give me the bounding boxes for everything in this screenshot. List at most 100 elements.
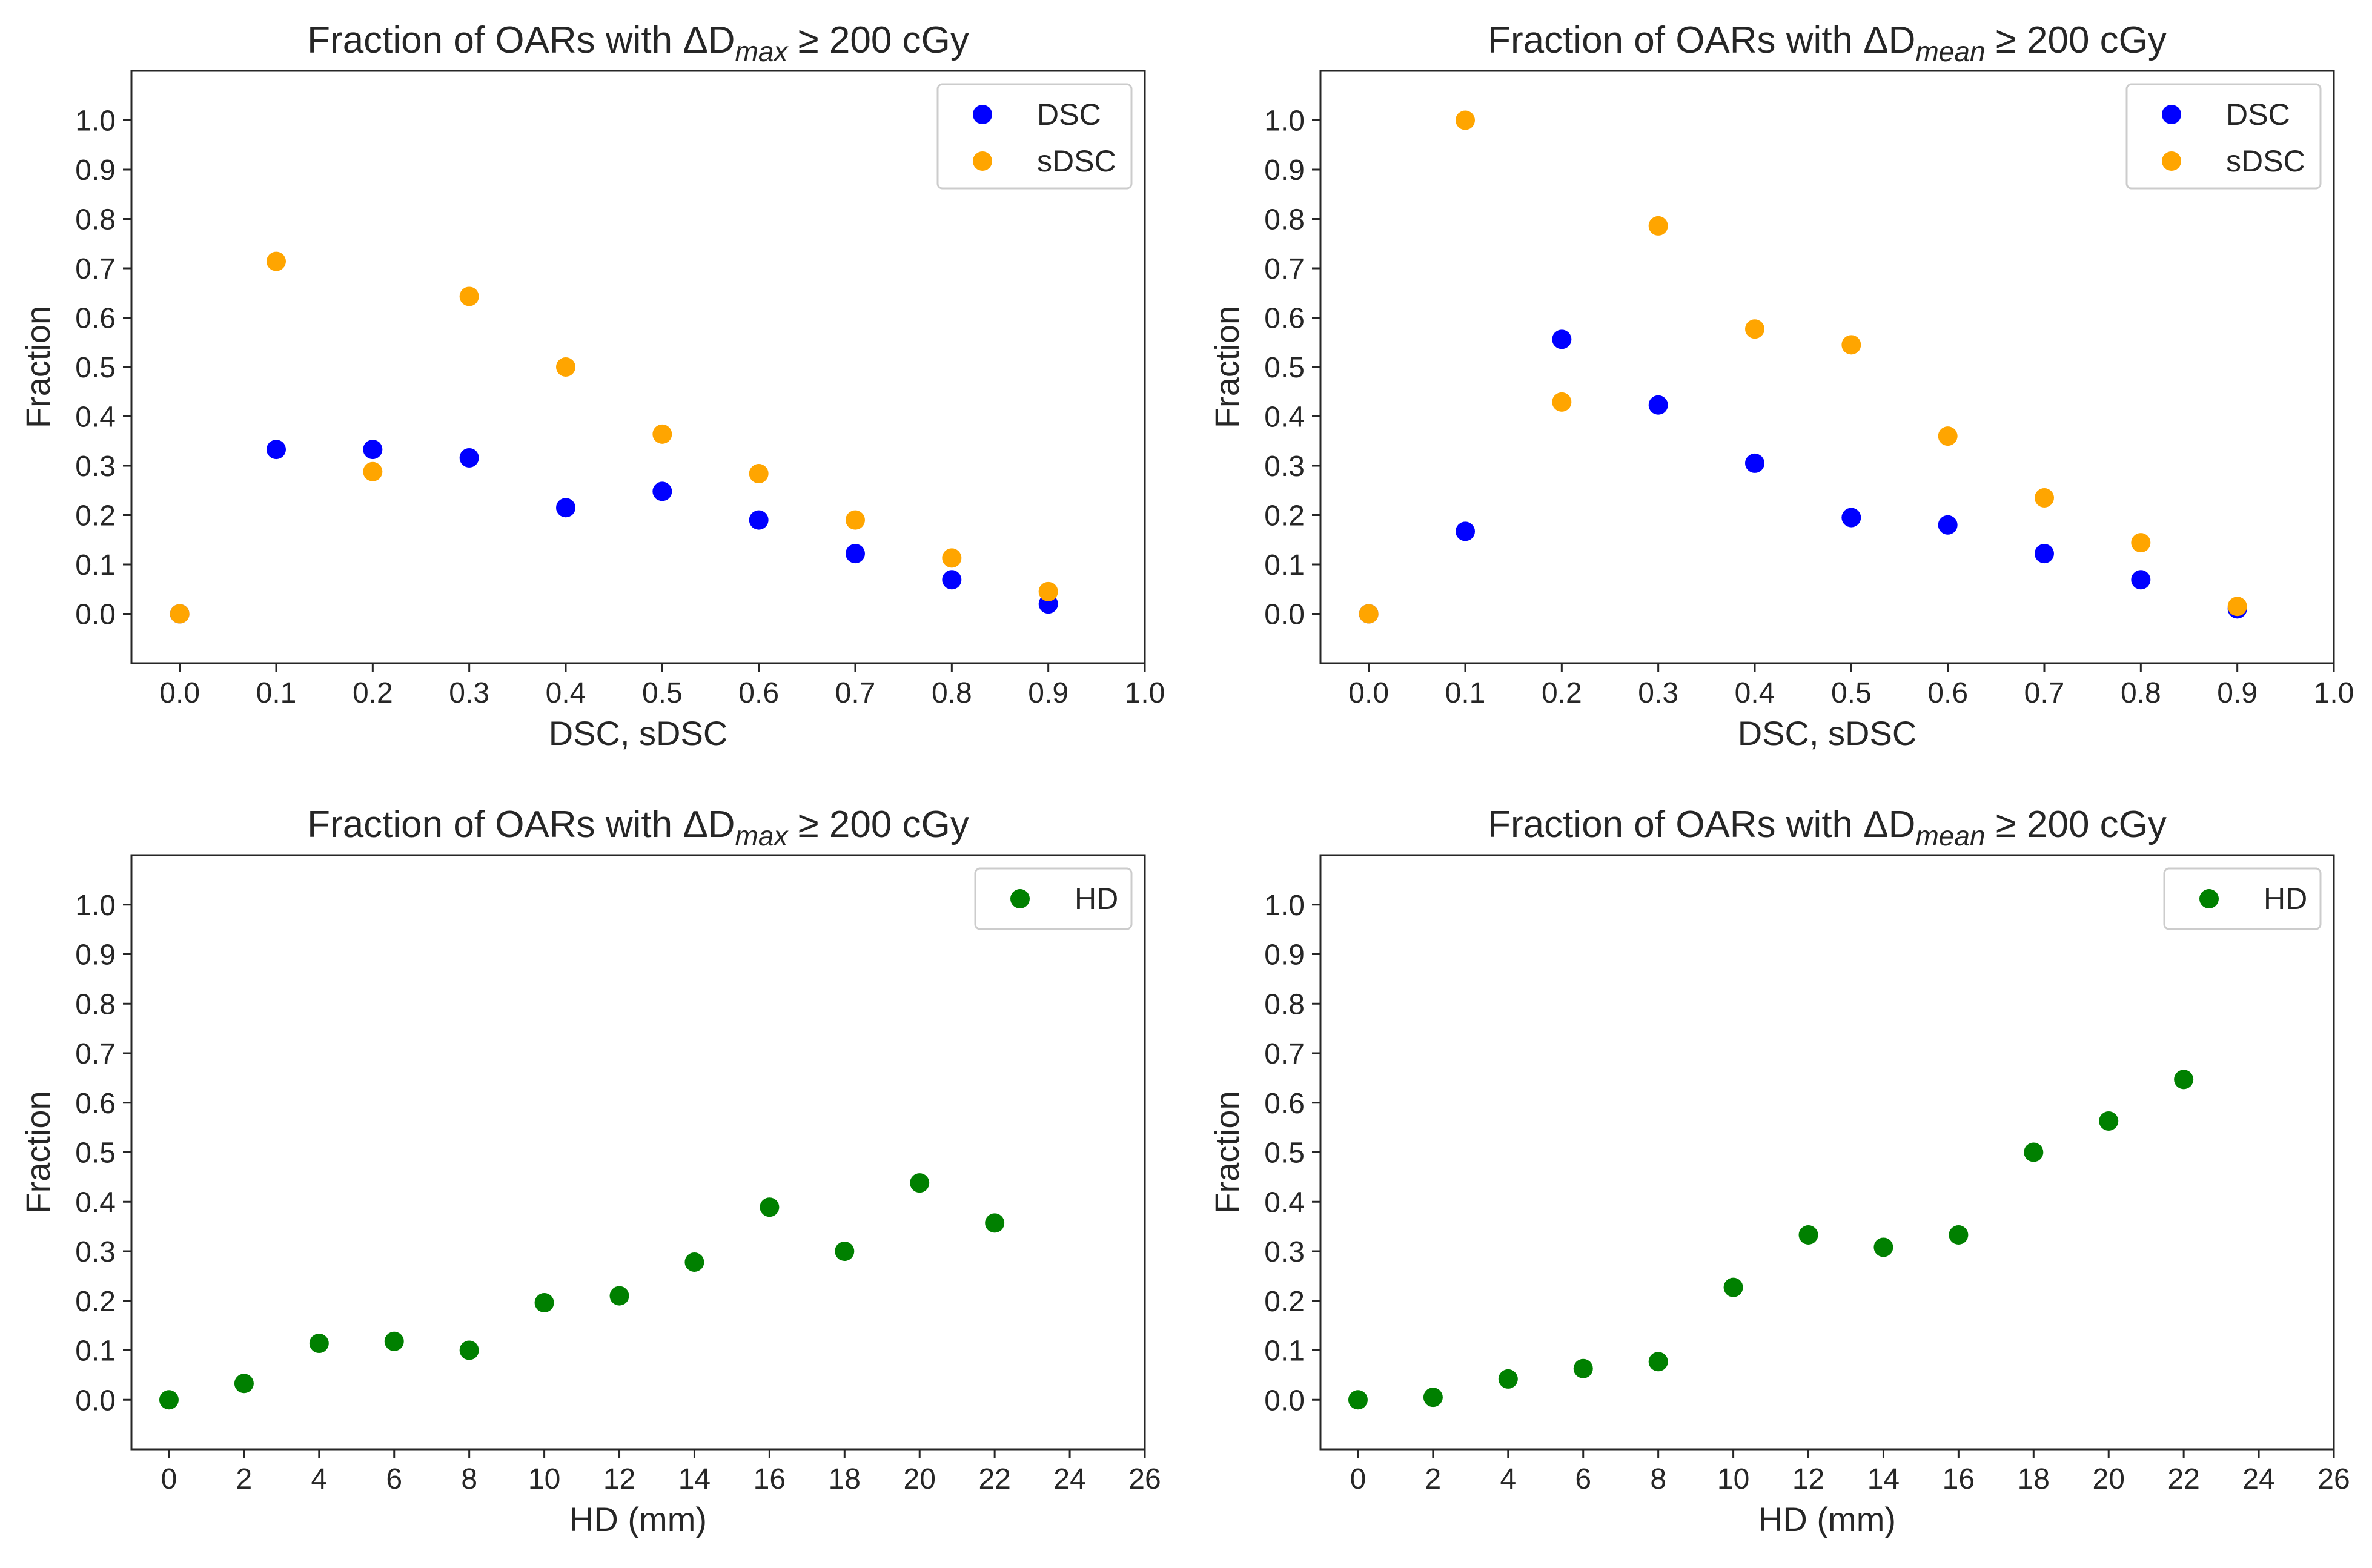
y-axis-label: Fraction (19, 1091, 57, 1213)
chart-title-subscript: mean (1915, 820, 1985, 852)
y-tick-label: 0.8 (1264, 988, 1305, 1021)
x-tick-label: 10 (528, 1463, 560, 1495)
data-point-sdsc (1841, 335, 1861, 355)
data-point-hd (2099, 1111, 2119, 1131)
legend-marker-hd (1010, 889, 1030, 908)
x-tick-label: 1.0 (1125, 677, 1165, 709)
data-point-dsc (2035, 544, 2054, 564)
y-axis-label: Fraction (19, 306, 57, 428)
y-tick-label: 0.1 (1264, 1335, 1305, 1368)
data-point-sdsc (749, 464, 769, 484)
series-hd (159, 1173, 1005, 1410)
x-tick-label: 0.2 (1542, 677, 1582, 709)
data-point-dsc (749, 510, 769, 530)
y-tick-label: 0.0 (1264, 1384, 1305, 1417)
x-tick-label: 26 (2317, 1463, 2350, 1495)
data-point-hd (1348, 1390, 1368, 1410)
chart-title-prefix: Fraction of OARs with ΔD (307, 19, 735, 61)
data-point-dsc (363, 440, 383, 460)
y-tick-label: 0.7 (1264, 253, 1305, 285)
y-tick-label: 0.5 (75, 352, 116, 384)
x-tick-label: 0 (1350, 1463, 1367, 1495)
x-tick-label: 0.6 (738, 677, 779, 709)
data-point-dsc (942, 570, 962, 590)
data-point-sdsc (363, 461, 383, 481)
chart-title: Fraction of OARs with ΔDmean ≥ 200 cGy (1488, 804, 2167, 852)
series-hd (1348, 1070, 2194, 1410)
x-tick-label: 0.8 (2121, 677, 2161, 709)
y-tick-label: 0.5 (1264, 1137, 1305, 1169)
data-point-hd (1423, 1388, 1443, 1408)
data-point-hd (2024, 1142, 2044, 1162)
y-tick-label: 0.8 (1264, 204, 1305, 236)
data-point-hd (1498, 1369, 1518, 1389)
data-point-sdsc (267, 251, 286, 271)
data-point-hd (835, 1242, 855, 1261)
x-tick-label: 0.3 (1638, 677, 1678, 709)
x-tick-label: 6 (1575, 1463, 1591, 1495)
x-tick-label: 0.3 (449, 677, 489, 709)
y-tick-label: 0.8 (75, 204, 116, 236)
x-tick-label: 2 (236, 1463, 253, 1495)
data-point-hd (1949, 1225, 1969, 1245)
y-tick-label: 0.2 (1264, 1286, 1305, 1318)
y-tick-label: 0.6 (1264, 303, 1305, 335)
y-tick-label: 1.0 (75, 890, 116, 922)
data-point-dsc (267, 440, 286, 460)
y-tick-label: 0.2 (75, 500, 116, 532)
data-point-sdsc (2227, 597, 2247, 617)
data-point-sdsc (459, 286, 479, 306)
data-point-sdsc (1552, 392, 1572, 412)
y-tick-label: 0.0 (1264, 599, 1305, 631)
y-tick-label: 0.1 (75, 549, 116, 581)
data-point-dsc (1938, 515, 1958, 535)
data-point-hd (309, 1334, 329, 1354)
data-point-hd (234, 1374, 254, 1394)
chart-title-prefix: Fraction of OARs with ΔD (1488, 19, 1915, 61)
y-tick-label: 0.7 (75, 253, 116, 285)
data-point-sdsc (170, 604, 190, 624)
y-tick-label: 0.6 (75, 1088, 116, 1120)
x-tick-label: 6 (386, 1463, 402, 1495)
x-tick-label: 4 (311, 1463, 327, 1495)
data-point-sdsc (652, 424, 672, 444)
x-tick-label: 0.9 (2217, 677, 2258, 709)
x-tick-label: 10 (1717, 1463, 1749, 1495)
legend: HD (2163, 867, 2322, 930)
data-point-hd (684, 1252, 704, 1272)
x-tick-label: 4 (1500, 1463, 1516, 1495)
series-sdsc (1359, 110, 2247, 624)
x-axis-label: HD (mm) (1758, 1500, 1896, 1538)
x-tick-label: 18 (2018, 1463, 2050, 1495)
x-tick-label: 1.0 (2314, 677, 2354, 709)
chart-title-subscript: mean (1915, 36, 1985, 67)
legend: DSC sDSC (936, 83, 1133, 190)
x-axis-label: DSC, sDSC (549, 714, 728, 752)
y-tick-label: 0.9 (1264, 939, 1305, 971)
y-tick-label: 0.4 (75, 402, 116, 434)
x-tick-label: 0.2 (353, 677, 393, 709)
legend-box (974, 867, 1133, 930)
chart-title-subscript: max (735, 820, 789, 852)
x-tick-label: 0.9 (1028, 677, 1068, 709)
data-point-dsc (556, 498, 575, 518)
x-tick-label: 12 (603, 1463, 635, 1495)
data-point-sdsc (2035, 488, 2054, 508)
y-tick-label: 0.0 (75, 1384, 116, 1417)
x-tick-label: 0.6 (1927, 677, 1968, 709)
y-tick-label: 1.0 (75, 105, 116, 137)
y-tick-label: 0.7 (1264, 1038, 1305, 1070)
y-tick-label: 0.2 (1264, 500, 1305, 532)
x-tick-label: 24 (1053, 1463, 1085, 1495)
data-point-sdsc (1745, 319, 1764, 339)
y-tick-label: 0.2 (75, 1286, 116, 1318)
x-tick-label: 26 (1128, 1463, 1161, 1495)
y-tick-label: 0.4 (1264, 1186, 1305, 1219)
data-point-sdsc (1359, 604, 1379, 624)
data-point-hd (159, 1390, 179, 1410)
legend-box (2163, 867, 2322, 930)
legend-marker-hd (2199, 889, 2219, 908)
legend-marker-dsc (973, 105, 992, 124)
chart-title-prefix: Fraction of OARs with ΔD (307, 804, 735, 845)
legend-label-dsc: DSC (1037, 98, 1101, 131)
